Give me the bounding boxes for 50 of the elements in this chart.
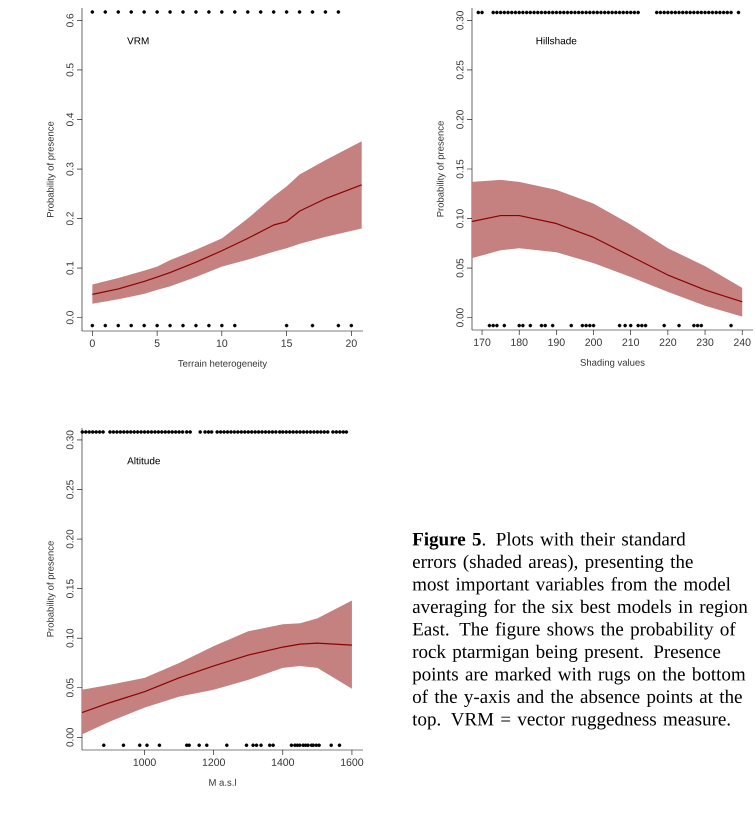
line-series (92, 184, 362, 295)
x-tick-label: 5 (154, 340, 160, 347)
y-tick-label: 0.15 (66, 579, 74, 598)
x-axis-title: Shading values (580, 358, 645, 368)
x-tick-label: 1400 (272, 758, 294, 766)
line-series (81, 642, 353, 714)
y-tick-label: 0.00 (456, 308, 464, 327)
x-axis-title: M a.s.l (209, 778, 236, 786)
x-tick-label: 180 (511, 338, 528, 346)
x-tick-label: 230 (696, 338, 714, 346)
y-axis-title: Probability of presence (436, 121, 446, 217)
y-tick-label: 0.10 (66, 628, 74, 648)
y-tick-label: 0.15 (456, 160, 464, 178)
x-tick-label: 1600 (341, 758, 364, 766)
x-tick-label: 15 (282, 340, 292, 347)
y-tick-label: 0.2 (66, 212, 74, 226)
y-tick-label: 0.10 (456, 209, 464, 228)
y-tick-label: 0.0 (66, 311, 74, 324)
x-tick-label: 0 (90, 340, 95, 347)
y-axis-title: Probability of presence (46, 122, 56, 218)
y-tick-label: 0.20 (66, 530, 74, 548)
y-tick-label: 0.5 (66, 63, 74, 76)
y-tick-label: 0.00 (66, 728, 74, 747)
text: Altitude (127, 456, 160, 464)
y-tick-label: 0.25 (456, 60, 464, 80)
y-tick-label: 0.30 (456, 11, 464, 30)
x-axis-title: Terrain heterogeneity (178, 360, 268, 369)
y-tick-label: 0.3 (66, 162, 74, 176)
x-tick-label: 10 (216, 340, 228, 347)
x-tick-label: 1000 (134, 758, 156, 766)
text: Hillshade (536, 36, 576, 44)
y-tick-label: 0.05 (456, 258, 464, 278)
y-tick-label: 0.4 (66, 112, 74, 126)
text: Figure 5. Plots with their standard errors (shaded areas), presenting the most important variables from the model averaging for the six best models in region East. The figure shows the probability of rock ptarmigan being present. Presence points are marked with rugs on the bottom of the y-axis and the absence points at the top. VRM = vector ruggedness measure. (412, 532, 748, 730)
x-tick-label: 20 (346, 340, 357, 347)
x-tick-label: 200 (585, 338, 602, 346)
y-tick-label: 0.20 (456, 110, 464, 129)
y-tick-label: 0.30 (66, 430, 74, 450)
y-tick-label: 0.1 (66, 262, 74, 275)
x-tick-label: 1200 (202, 758, 225, 766)
y-tick-label: 0.25 (66, 480, 74, 499)
y-axis-title: Probability of presence (46, 541, 56, 637)
x-tick-label: 190 (548, 338, 565, 346)
x-tick-label: 240 (734, 338, 751, 346)
text: VRM (127, 37, 148, 44)
y-tick-label: 0.05 (66, 678, 74, 698)
x-tick-label: 210 (622, 338, 640, 346)
x-tick-label: 170 (474, 338, 490, 346)
y-tick-label: 0.6 (66, 14, 74, 27)
x-tick-label: 220 (660, 338, 676, 346)
